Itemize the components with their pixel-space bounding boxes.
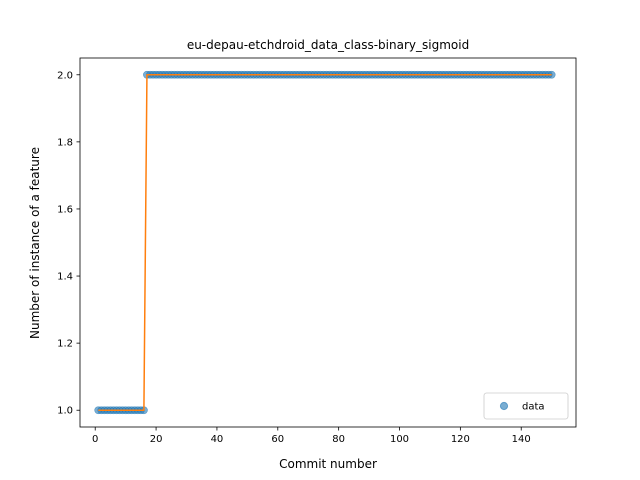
x-tick-label: 80	[332, 434, 345, 445]
chart-title: eu-depau-etchdroid_data_class-binary_sig…	[187, 38, 469, 52]
x-tick-label: 0	[92, 434, 98, 445]
plot-area	[94, 70, 556, 415]
y-tick-label: 1.8	[57, 137, 73, 148]
series-line	[98, 74, 552, 411]
y-tick-label: 1.4	[57, 272, 73, 283]
y-tick-label: 2.0	[57, 70, 73, 81]
x-tick-label: 120	[451, 434, 470, 445]
y-tick-label: 1.2	[57, 339, 73, 350]
x-axis-title: Commit number	[279, 457, 377, 471]
x-tick-label: 40	[211, 434, 224, 445]
x-tick-label: 140	[512, 434, 531, 445]
legend-marker	[499, 401, 509, 411]
x-tick-label: 60	[271, 434, 284, 445]
axes: 0 20 40 60 80 100 120 140 1.0 1.2 1.4 1.6 1.8 2.0	[57, 57, 577, 445]
x-tick-label: 20	[150, 434, 163, 445]
x-tick-label: 100	[390, 434, 409, 445]
axes-frame	[79, 57, 577, 428]
y-tick-label: 1.6	[57, 204, 73, 215]
legend: data	[483, 392, 569, 420]
legend-label: data	[522, 402, 545, 413]
y-axis-title: Number of instance of a feature	[28, 147, 42, 339]
legend-box	[483, 392, 569, 420]
y-tick-label: 1.0	[57, 406, 73, 417]
